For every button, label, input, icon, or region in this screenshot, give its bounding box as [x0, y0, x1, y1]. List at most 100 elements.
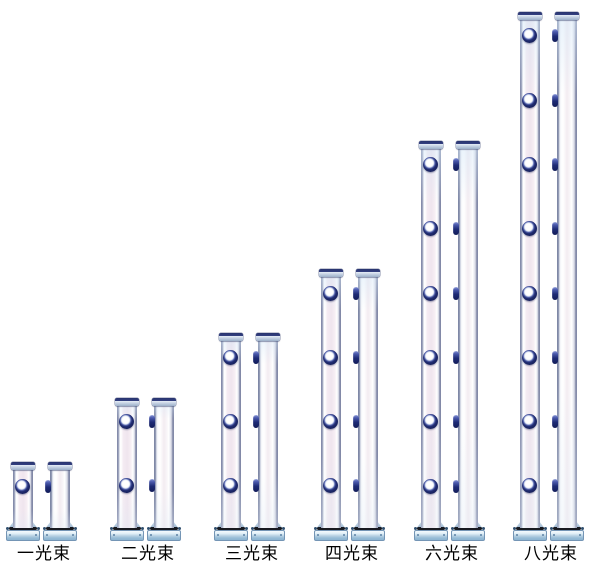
side-lens-tab-icon — [552, 415, 558, 429]
beam-lens-icon — [423, 285, 438, 301]
screw-icon — [282, 527, 285, 530]
sensor-post-front-view — [319, 269, 343, 528]
screw-icon — [317, 534, 319, 536]
side-lens-tab-icon — [453, 286, 459, 300]
beam-lens-icon — [423, 157, 438, 172]
beam-lens-icon — [423, 349, 438, 365]
screw-icon — [254, 534, 256, 536]
screw-icon — [382, 527, 385, 530]
beam-lens-icon — [119, 478, 134, 494]
screw-icon — [542, 534, 544, 536]
side-lens-tab-icon — [552, 29, 558, 43]
screw-icon — [139, 534, 141, 536]
post-joint-line — [217, 527, 245, 530]
screw-icon — [579, 534, 581, 536]
screw-icon — [178, 527, 181, 530]
screw-icon — [176, 534, 178, 536]
screw-icon — [245, 527, 248, 530]
beam-lens-icon — [423, 478, 438, 494]
side-lens-tab-icon — [552, 350, 558, 364]
screw-icon — [445, 527, 448, 530]
side-lens-tab-icon — [353, 286, 359, 300]
beam-lens-icon — [323, 285, 338, 301]
screw-icon — [280, 534, 282, 536]
screw-icon — [454, 534, 456, 536]
side-lens-tab-icon — [552, 157, 558, 171]
beam-lens-icon — [522, 285, 537, 301]
beam-lens-icon — [223, 478, 238, 494]
screw-icon — [243, 534, 245, 536]
side-lens-tab-icon — [353, 479, 359, 493]
base-plate-face — [451, 530, 485, 541]
post-cap — [518, 11, 542, 20]
post-joint-line — [454, 527, 482, 530]
screw-icon — [553, 534, 555, 536]
side-lens-tab-icon — [353, 350, 359, 364]
model-label: 八光束 — [524, 544, 578, 563]
sensor-post-side-view — [45, 462, 72, 528]
screw-icon — [9, 534, 11, 536]
sensor-post-side-view — [253, 333, 280, 528]
side-lens-tab-icon — [253, 415, 259, 429]
side-lens-tab-icon — [149, 415, 155, 429]
screw-icon — [513, 527, 516, 530]
side-lens-tab-icon — [453, 350, 459, 364]
side-lens-tab-icon — [453, 222, 459, 236]
base-plate-face — [147, 530, 181, 541]
screw-icon — [516, 534, 518, 536]
sensor-post-front-view — [219, 333, 243, 528]
screw-icon — [217, 534, 219, 536]
beam-lens-icon — [522, 221, 537, 237]
screw-icon — [150, 534, 152, 536]
side-lens-tab-icon — [552, 286, 558, 300]
base-plate-face — [513, 530, 547, 541]
post-joint-line — [354, 527, 382, 530]
beam-lens-icon — [323, 349, 338, 365]
beam-lens-icon — [522, 414, 537, 430]
screw-icon — [214, 527, 217, 530]
side-lens-tab-icon — [552, 222, 558, 236]
screw-icon — [43, 527, 46, 530]
base-plate-face — [314, 530, 348, 541]
screw-icon — [482, 527, 485, 530]
screw-icon — [581, 527, 584, 530]
screw-icon — [443, 534, 445, 536]
post-cap — [555, 11, 579, 20]
post-cap — [115, 397, 139, 406]
beam-lens-icon — [423, 414, 438, 430]
screw-icon — [414, 527, 417, 530]
post-joint-line — [9, 527, 37, 530]
beam-lens-icon — [223, 349, 238, 365]
screw-icon — [345, 527, 348, 530]
model-group-6-beam: 六光束 — [409, 0, 495, 570]
post-cap — [419, 140, 443, 149]
model-group-1-beam: 一光束 — [1, 0, 87, 570]
screw-icon — [46, 534, 48, 536]
screw-icon — [37, 527, 40, 530]
base-plate-face — [414, 530, 448, 541]
sensor-post-side-view — [353, 269, 380, 528]
post-cap — [48, 462, 72, 470]
post-joint-line — [317, 527, 345, 530]
sensor-post-front-view — [518, 11, 542, 529]
sensor-post-side-view — [552, 11, 579, 529]
sensor-post-front-view — [419, 140, 443, 528]
model-group-4-beam: 四光束 — [309, 0, 395, 570]
model-group-2-beam: 二光束 — [105, 0, 191, 570]
model-label: 一光束 — [17, 544, 71, 563]
screw-icon — [147, 527, 150, 530]
screw-icon — [314, 527, 317, 530]
base-plate-face — [43, 530, 77, 541]
beam-lens-icon — [522, 92, 537, 108]
post-cap — [219, 333, 243, 342]
beam-lens-icon — [223, 414, 238, 430]
sensor-post-front-view — [115, 397, 139, 529]
side-lens-tab-icon — [552, 93, 558, 107]
base-plate-face — [351, 530, 385, 541]
screw-icon — [113, 534, 115, 536]
side-lens-tab-icon — [353, 415, 359, 429]
sensor-post-side-view — [453, 140, 480, 528]
screw-icon — [544, 527, 547, 530]
beam-lens-icon — [15, 478, 30, 494]
side-lens-tab-icon — [253, 479, 259, 493]
